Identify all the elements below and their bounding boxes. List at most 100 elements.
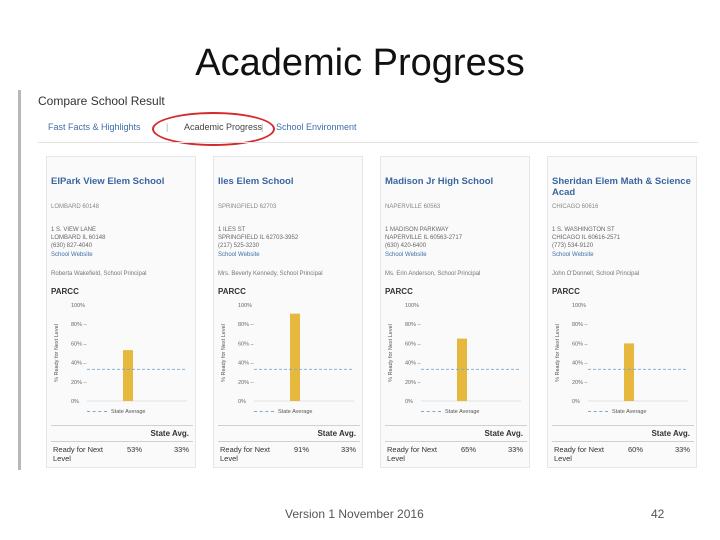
legend-label: State Average xyxy=(612,409,647,415)
y-tick-label: 100% xyxy=(238,303,252,309)
address-line: (217) 525-3230 xyxy=(218,243,260,249)
state-avg-header: State Avg. xyxy=(651,429,690,438)
address-line: 1 S. VIEW LANE xyxy=(51,227,97,233)
school-id: SPRINGFIELD 62703 xyxy=(218,204,277,210)
school-name[interactable]: ElPark View Elem School xyxy=(51,176,165,187)
ready-next-level-label: Ready for Next Level xyxy=(53,445,104,463)
school-website-link[interactable]: School Website xyxy=(218,252,260,258)
school-principal: John O'Donnell, School Principal xyxy=(552,271,640,277)
tab-school-environment[interactable]: School Environment xyxy=(276,122,357,132)
y-tick-label: 60% – xyxy=(71,341,88,347)
y-tick-label: 40% – xyxy=(572,361,589,367)
address-line: NAPERVILLE IL 60563-2717 xyxy=(385,235,463,241)
y-tick-label: 60% – xyxy=(572,341,589,347)
school-name[interactable]: Iles Elem School xyxy=(218,176,294,187)
school-bar xyxy=(624,343,634,401)
chart-legend: State Average xyxy=(87,409,145,415)
highlight-circle xyxy=(152,112,275,146)
y-axis-label: % Ready for Next Level xyxy=(221,324,227,382)
readiness-chart: % Ready for Next Level 100% 80% – 60% – 40% … xyxy=(388,303,521,405)
y-tick-label: 80% – xyxy=(405,322,422,328)
table-divider xyxy=(51,441,193,442)
legend-label: State Average xyxy=(278,409,313,415)
table-divider xyxy=(552,441,694,442)
school-principal: Roberta Wakefield, School Principal xyxy=(51,271,147,277)
address-line: 1 ILES ST xyxy=(218,227,246,233)
parcc-heading: PARCC xyxy=(218,287,246,296)
tabs-underline xyxy=(38,142,698,143)
school-principal: Mrs. Beverly Kennedy, School Principal xyxy=(218,271,323,277)
legend-dash-icon xyxy=(588,411,608,413)
chart-legend: State Average xyxy=(588,409,646,415)
state-percentage: 33% xyxy=(340,445,356,454)
state-avg-header: State Avg. xyxy=(484,429,523,438)
y-axis-label: % Ready for Next Level xyxy=(388,324,394,382)
school-name[interactable]: Madison Jr High School xyxy=(385,176,494,187)
address-line: LOMBARD IL 60148 xyxy=(51,235,106,241)
compare-title: Compare School Result xyxy=(38,94,165,108)
school-bar xyxy=(123,350,133,401)
state-avg-header: State Avg. xyxy=(150,429,189,438)
state-avg-header: State Avg. xyxy=(317,429,356,438)
table-divider xyxy=(552,425,694,426)
table-divider xyxy=(385,441,527,442)
legend-dash-icon xyxy=(254,411,274,413)
school-website-link[interactable]: School Website xyxy=(552,252,594,258)
y-tick-label: 100% xyxy=(405,303,419,309)
y-tick-label: 20% – xyxy=(71,380,88,386)
legend-label: State Average xyxy=(445,409,480,415)
address-line: (630) 420-6400 xyxy=(385,243,427,249)
table-divider xyxy=(51,425,193,426)
y-tick-label: 40% – xyxy=(238,361,255,367)
readiness-chart: % Ready for Next Level 100% 80% – 60% – 40% … xyxy=(54,303,187,405)
readiness-chart: % Ready for Next Level 100% 80% – 60% – 40% … xyxy=(221,303,354,405)
tab-fast-facts[interactable]: Fast Facts & Highlights xyxy=(48,122,141,132)
y-tick-label: 60% – xyxy=(405,341,422,347)
address-line: (630) 827-4040 xyxy=(51,243,93,249)
y-tick-label: 100% xyxy=(71,303,85,309)
state-percentage: 33% xyxy=(173,445,189,454)
y-tick-label: 100% xyxy=(572,303,586,309)
address-line: CHICAGO IL 60616-2571 xyxy=(552,235,621,241)
table-divider xyxy=(218,425,360,426)
legend-dash-icon xyxy=(87,411,107,413)
y-tick-label: 40% – xyxy=(71,361,88,367)
school-bar xyxy=(457,338,467,401)
school-id: LOMBARD 60148 xyxy=(51,204,100,210)
legend-label: State Average xyxy=(111,409,146,415)
y-tick-label: 0% xyxy=(238,399,246,405)
table-divider xyxy=(218,441,360,442)
y-tick-label: 0% xyxy=(405,399,413,405)
y-tick-label: 20% – xyxy=(572,380,589,386)
table-divider xyxy=(385,425,527,426)
y-tick-label: 20% – xyxy=(405,380,422,386)
school-address: 1 S. VIEW LANE LOMBARD IL 60148 (630) 827-… xyxy=(51,226,105,250)
school-website-link[interactable]: School Website xyxy=(51,252,93,258)
y-tick-label: 80% – xyxy=(572,322,589,328)
y-axis-label: % Ready for Next Level xyxy=(54,324,60,382)
ready-next-level-label: Ready for Next Level xyxy=(387,445,438,463)
y-axis-label: % Ready for Next Level xyxy=(555,324,561,382)
y-tick-label: 20% – xyxy=(238,380,255,386)
y-tick-label: 60% – xyxy=(238,341,255,347)
parcc-heading: PARCC xyxy=(552,287,580,296)
school-card: Iles Elem School SPRINGFIELD 62703 1 ILES … xyxy=(213,156,363,468)
school-card: Sheridan Elem Math & Science Acad CHICAGO… xyxy=(547,156,697,468)
y-tick-label: 40% – xyxy=(405,361,422,367)
school-compare-screenshot: Compare School Result Fast Facts & Highl… xyxy=(18,90,704,470)
school-card: Madison Jr High School NAPERVILLE 60563 1 … xyxy=(380,156,530,468)
school-address: 1 MADISON PARKWAY NAPERVILLE IL 60563-271… xyxy=(385,226,462,250)
ready-next-level-label: Ready for Next Level xyxy=(554,445,605,463)
school-website-link[interactable]: School Website xyxy=(385,252,427,258)
school-percentage: 60% xyxy=(628,445,644,454)
y-tick-label: 80% – xyxy=(238,322,255,328)
school-principal: Ms. Erin Anderson, School Principal xyxy=(385,271,481,277)
school-name[interactable]: Sheridan Elem Math & Science Acad xyxy=(552,176,691,198)
school-percentage: 91% xyxy=(294,445,310,454)
school-bar xyxy=(290,313,300,401)
y-tick-label: 80% – xyxy=(71,322,88,328)
address-line: SPRINGFIELD IL 62703-3952 xyxy=(218,235,299,241)
footer-version: Version 1 November 2016 xyxy=(285,507,424,521)
y-tick-label: 0% xyxy=(572,399,580,405)
parcc-heading: PARCC xyxy=(51,287,79,296)
